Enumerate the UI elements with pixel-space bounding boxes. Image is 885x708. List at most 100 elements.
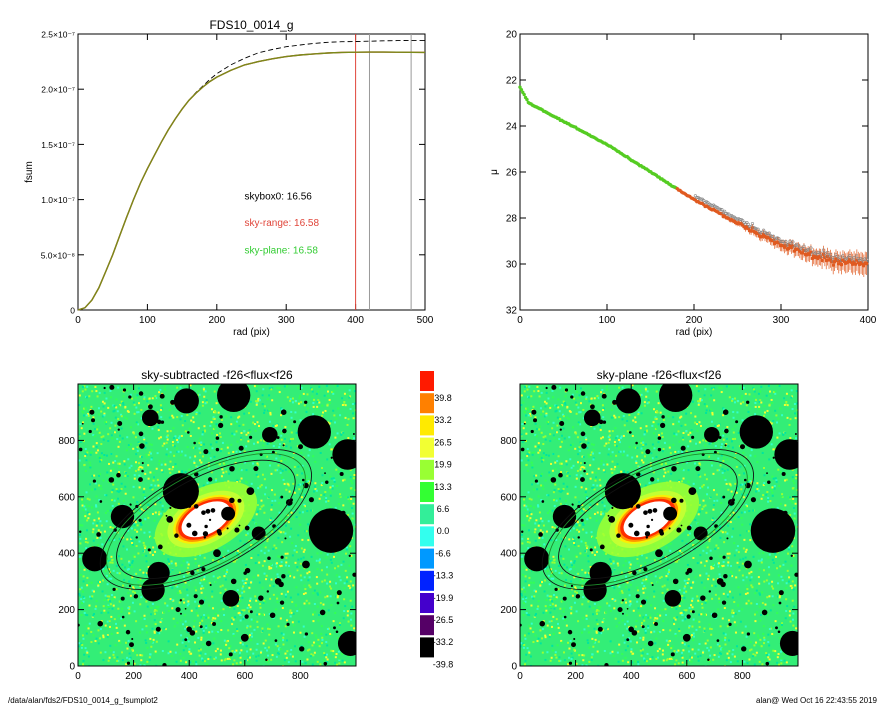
noise-pixel <box>161 504 164 507</box>
noise-pixel <box>184 645 187 648</box>
noise-pixel <box>523 501 526 504</box>
noise-pixel <box>170 654 173 657</box>
masked-source <box>166 516 174 523</box>
noise-pixel <box>768 458 771 461</box>
noise-pixel <box>628 561 631 564</box>
profile-point-skybox0 <box>761 228 766 232</box>
masked-source <box>81 422 84 425</box>
noise-pixel <box>320 484 323 487</box>
noise-pixel <box>170 562 173 565</box>
noise-pixel <box>640 648 643 651</box>
noise-pixel <box>347 584 350 587</box>
noise-pixel <box>252 652 255 655</box>
noise-pixel <box>574 447 577 450</box>
noise-pixel <box>685 582 688 585</box>
noise-pixel <box>219 585 222 588</box>
noise-pixel <box>147 503 150 506</box>
noise-pixel <box>187 572 190 575</box>
noise-pixel <box>544 479 547 482</box>
noise-pixel <box>195 589 198 592</box>
noise-pixel <box>591 499 594 502</box>
noise-pixel <box>278 496 281 499</box>
noise-pixel <box>118 462 121 465</box>
noise-pixel <box>86 547 89 550</box>
noise-pixel <box>335 468 338 471</box>
masked-source <box>91 418 96 423</box>
noise-pixel <box>129 656 132 659</box>
masked-source <box>179 599 183 602</box>
noise-pixel <box>700 426 703 429</box>
noise-pixel <box>281 607 284 610</box>
noise-pixel <box>749 482 752 485</box>
noise-pixel <box>172 617 175 620</box>
noise-pixel <box>560 462 563 465</box>
noise-pixel <box>763 636 766 639</box>
noise-pixel <box>108 574 111 577</box>
noise-pixel <box>120 427 123 430</box>
masked-source <box>189 630 196 636</box>
noise-pixel <box>656 411 659 414</box>
masked-source <box>348 554 351 557</box>
noise-pixel <box>130 536 133 539</box>
noise-pixel <box>284 564 287 567</box>
noise-pixel <box>203 599 206 602</box>
noise-pixel <box>126 538 129 541</box>
masked-source <box>278 581 284 588</box>
noise-pixel <box>101 400 104 403</box>
noise-pixel <box>705 572 708 575</box>
noise-pixel <box>574 554 577 557</box>
noise-pixel <box>151 512 154 515</box>
masked-source <box>216 528 222 534</box>
masked-source <box>262 426 278 443</box>
noise-pixel <box>102 658 105 661</box>
noise-pixel <box>134 651 137 654</box>
noise-pixel <box>768 595 771 598</box>
noise-pixel <box>258 613 261 616</box>
noise-pixel <box>325 641 328 644</box>
noise-pixel <box>235 420 238 423</box>
noise-pixel <box>324 614 327 617</box>
noise-pixel <box>697 655 700 658</box>
noise-pixel <box>142 550 145 553</box>
noise-pixel <box>630 468 633 471</box>
noise-pixel <box>698 620 701 623</box>
noise-pixel <box>139 654 142 657</box>
noise-pixel <box>215 402 218 405</box>
noise-pixel <box>316 552 319 555</box>
noise-pixel <box>189 434 192 437</box>
noise-pixel <box>147 516 150 519</box>
noise-pixel <box>144 547 147 550</box>
noise-pixel <box>537 605 540 608</box>
noise-pixel <box>202 629 205 632</box>
noise-pixel <box>83 568 86 571</box>
noise-pixel <box>628 445 631 448</box>
noise-pixel <box>528 519 531 522</box>
noise-pixel <box>120 415 123 418</box>
noise-pixel <box>159 489 162 492</box>
noise-pixel <box>332 392 335 395</box>
noise-pixel <box>105 422 108 425</box>
noise-pixel <box>302 482 305 485</box>
noise-pixel <box>529 664 532 666</box>
noise-pixel <box>578 394 581 397</box>
noise-pixel <box>785 403 788 406</box>
noise-pixel <box>136 449 139 452</box>
noise-pixel <box>328 422 331 425</box>
masked-source <box>201 567 206 572</box>
noise-pixel <box>354 409 356 412</box>
noise-pixel <box>691 597 694 600</box>
masked-source <box>141 469 144 473</box>
noise-pixel <box>321 474 324 477</box>
noise-pixel <box>305 479 308 482</box>
noise-pixel <box>638 466 641 469</box>
noise-pixel <box>239 656 242 659</box>
noise-pixel <box>259 486 262 489</box>
noise-pixel <box>262 601 265 604</box>
noise-pixel <box>111 559 114 562</box>
noise-pixel <box>327 421 330 424</box>
noise-pixel <box>118 572 121 575</box>
noise-pixel <box>106 583 109 586</box>
noise-pixel <box>95 451 98 454</box>
y-tick-label: 600 <box>58 492 75 503</box>
noise-pixel <box>94 607 97 610</box>
